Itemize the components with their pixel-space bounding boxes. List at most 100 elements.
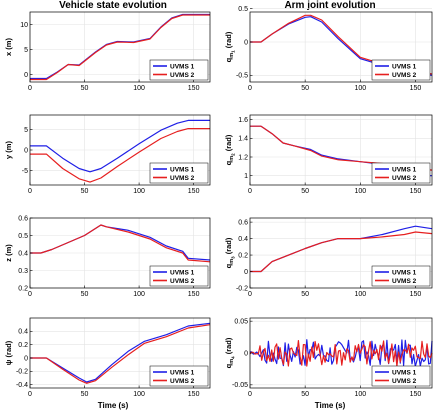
x-tick-label: 100 xyxy=(354,85,366,92)
y-tick-label: 5 xyxy=(24,127,28,134)
x-tick-label: 150 xyxy=(410,85,422,92)
x-tick-label: 50 xyxy=(81,85,89,92)
x-axis-label-left: Time (s) xyxy=(98,401,129,410)
x-tick-label: 100 xyxy=(133,188,145,195)
plot-frame xyxy=(29,317,211,389)
legend: UVMS 1 UVMS 2 xyxy=(149,59,209,81)
x-tick-label: 50 xyxy=(81,188,89,195)
y-tick-label: -0.4 xyxy=(16,382,28,389)
x-tick-label: 0 xyxy=(28,391,32,398)
x-tick-label: 100 xyxy=(133,291,145,298)
y-tick-label: 0 xyxy=(24,147,28,154)
series-line-2 xyxy=(250,231,433,273)
y-tick-label: 1.4 xyxy=(238,136,248,143)
x-tick-label: 50 xyxy=(81,291,89,298)
y-tick-label: 0.2 xyxy=(18,342,28,349)
y-tick-label: 0.6 xyxy=(18,215,28,222)
y-tick-label: 0 xyxy=(244,269,248,276)
x-tick-label: 0 xyxy=(28,85,32,92)
x-tick-label: 0 xyxy=(248,85,252,92)
x-tick-label: 50 xyxy=(301,188,309,195)
legend-label-1: UVMS 1 xyxy=(170,369,195,376)
legend-label-2: UVMS 2 xyxy=(392,378,417,385)
y-tick-label: 0.6 xyxy=(238,220,248,227)
legend-label-2: UVMS 2 xyxy=(392,72,417,79)
x-tick-label: 0 xyxy=(248,291,252,298)
right-column-title: Arm joint evolution xyxy=(284,0,375,11)
x-tick-label: 150 xyxy=(188,391,200,398)
y-tick-label: 0 xyxy=(244,350,248,357)
legend-label-1: UVMS 1 xyxy=(392,269,417,276)
x-tick-label: 150 xyxy=(188,85,200,92)
series-line-1 xyxy=(30,322,211,383)
y-tick-label: 0 xyxy=(244,39,248,46)
y-tick-label: 0.5 xyxy=(18,233,28,240)
y-tick-label: -0.05 xyxy=(232,382,248,389)
subplot-3: 0 50 100 150 -5 0 5 y (m) UVMS 1 UVMS 2 xyxy=(4,114,211,195)
x-tick-label: 50 xyxy=(81,391,89,398)
y-tick-label: 0 xyxy=(24,355,28,362)
legend-label-1: UVMS 1 xyxy=(170,63,195,70)
y-axis-label: qm3 (rad) xyxy=(224,237,236,268)
y-axis-label: qm4 (rad) xyxy=(224,337,236,368)
y-tick-label: 1.6 xyxy=(238,117,248,124)
y-tick-label: -0.2 xyxy=(236,285,248,292)
y-tick-label: 10 xyxy=(20,22,28,29)
y-tick-label: 0.5 xyxy=(238,6,248,13)
x-tick-label: 50 xyxy=(301,391,309,398)
left-column-title: Vehicle state evolution xyxy=(59,0,167,11)
y-axis-label: ψ (rad) xyxy=(4,340,13,365)
x-axis-label-right: Time (s) xyxy=(315,401,346,410)
subplot-4: 0 50 100 150 1 1.2 1.4 1.6 qm2 (rad) UVMS 1 UVMS 2 xyxy=(224,114,433,195)
x-tick-label: 100 xyxy=(354,291,366,298)
series-line-2 xyxy=(30,14,210,81)
x-tick-label: 100 xyxy=(133,391,145,398)
legend-label-1: UVMS 1 xyxy=(392,369,417,376)
series-line-2 xyxy=(249,340,433,367)
x-tick-label: 150 xyxy=(410,291,422,298)
x-tick-label: 0 xyxy=(28,188,32,195)
x-tick-label: 0 xyxy=(248,188,252,195)
x-tick-label: 150 xyxy=(188,291,200,298)
legend-label-2: UVMS 2 xyxy=(392,175,417,182)
subplot-1: 0 50 100 150 0 5 10 x (m) UVMS 1 UVMS 2 xyxy=(4,11,211,92)
x-tick-label: 0 xyxy=(28,291,32,298)
y-tick-label: 0.05 xyxy=(234,319,248,326)
plot-frame xyxy=(249,11,433,83)
legend-label-2: UVMS 2 xyxy=(170,175,195,182)
y-axis-label: qm1 (rad) xyxy=(224,31,236,62)
legend: UVMS 1 UVMS 2 xyxy=(371,59,431,81)
legend-label-1: UVMS 1 xyxy=(392,63,417,70)
x-tick-label: 0 xyxy=(248,391,252,398)
legend-label-2: UVMS 2 xyxy=(170,278,195,285)
x-tick-label: 150 xyxy=(188,188,200,195)
plot-frame xyxy=(29,11,211,83)
x-tick-label: 50 xyxy=(301,291,309,298)
y-tick-label: 0.2 xyxy=(238,252,248,259)
x-tick-label: 50 xyxy=(301,85,309,92)
x-tick-label: 150 xyxy=(410,391,422,398)
y-tick-label: 0.3 xyxy=(18,268,28,275)
x-tick-label: 150 xyxy=(410,188,422,195)
x-tick-label: 100 xyxy=(354,391,366,398)
y-tick-label: 1 xyxy=(244,173,248,180)
y-axis-label: x (m) xyxy=(4,38,13,56)
legend-label-1: UVMS 1 xyxy=(170,166,195,173)
y-tick-label: -5 xyxy=(22,168,28,175)
plot-frame xyxy=(249,217,433,289)
legend-label-1: UVMS 1 xyxy=(392,166,417,173)
y-tick-label: 0.2 xyxy=(18,285,28,292)
series-line-2 xyxy=(30,224,211,263)
y-axis-label: z (m) xyxy=(4,244,13,262)
series-line-2 xyxy=(30,128,210,183)
legend-label-2: UVMS 2 xyxy=(170,72,195,79)
y-tick-label: -0.5 xyxy=(236,73,248,80)
y-tick-label: 5 xyxy=(24,47,28,54)
legend: UVMS 1 UVMS 2 xyxy=(371,265,431,287)
